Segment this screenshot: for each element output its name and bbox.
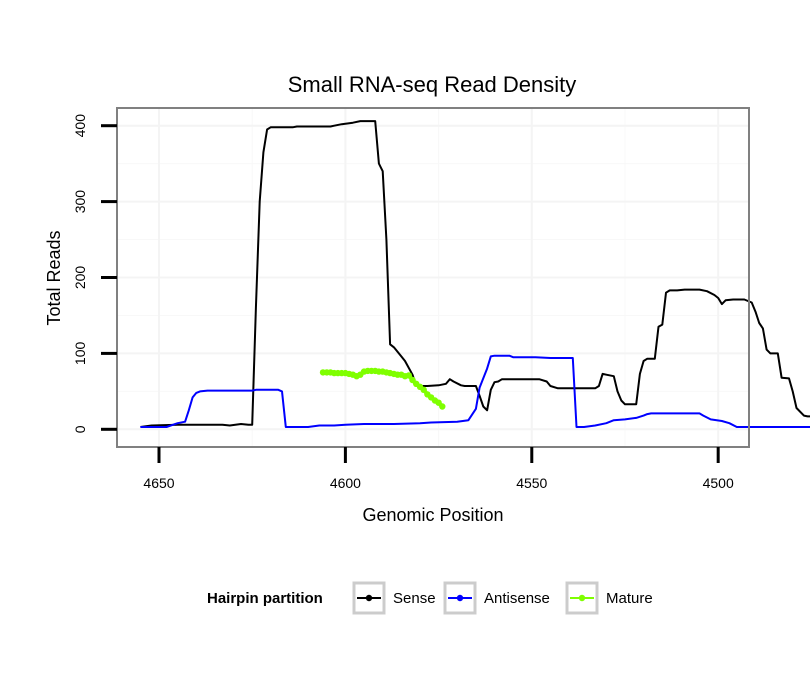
x-tick-label: 4550 — [516, 475, 547, 491]
legend-label-sense: Sense — [393, 590, 436, 607]
legend-items: Sense Antisense Mature — [352, 581, 653, 615]
x-tick-label: 4600 — [330, 475, 361, 491]
grid-lines — [118, 109, 748, 446]
legend-key-point-sense — [365, 594, 373, 602]
x-tick-label: 4500 — [703, 475, 734, 491]
series-line-sense — [140, 120, 810, 428]
axes: 4650 4600 4550 4500 0 100 200 300 400 — [72, 114, 734, 491]
series-lines — [140, 120, 810, 428]
x-tick-label: 4650 — [143, 475, 174, 491]
y-tick-label: 0 — [72, 425, 88, 433]
legend: Hairpin partition Sense Antisense Mature — [207, 581, 653, 615]
data-point-mature — [439, 403, 446, 410]
legend-label-mature: Mature — [606, 590, 653, 607]
legend-label-antisense: Antisense — [484, 590, 550, 607]
x-axis-label: Genomic Position — [362, 505, 503, 525]
legend-title: Hairpin partition — [207, 590, 323, 607]
y-axis-label: Total Reads — [44, 230, 64, 325]
y-tick-label: 100 — [72, 342, 88, 366]
y-tick-label: 300 — [72, 190, 88, 214]
series-line-antisense — [140, 354, 810, 428]
legend-key-point-antisense — [456, 594, 464, 602]
data-point-mature — [405, 372, 412, 379]
y-tick-label: 400 — [72, 114, 88, 138]
data-point-mature — [420, 386, 427, 393]
chart-title: Small RNA-seq Read Density — [288, 72, 577, 97]
legend-key-point-mature — [578, 594, 586, 602]
y-tick-label: 200 — [72, 266, 88, 290]
